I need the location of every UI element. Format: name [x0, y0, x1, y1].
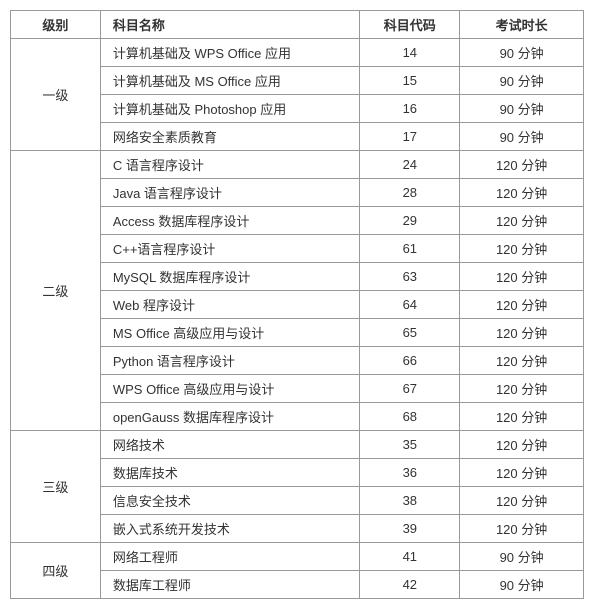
code-cell: 64 [360, 291, 460, 319]
header-duration: 考试时长 [460, 11, 584, 39]
subject-cell: C 语言程序设计 [100, 151, 360, 179]
code-cell: 35 [360, 431, 460, 459]
subject-cell: 计算机基础及 MS Office 应用 [100, 67, 360, 95]
duration-cell: 90 分钟 [460, 543, 584, 571]
subject-cell: 计算机基础及 WPS Office 应用 [100, 39, 360, 67]
code-cell: 67 [360, 375, 460, 403]
level-cell: 二级 [11, 151, 101, 431]
duration-cell: 120 分钟 [460, 263, 584, 291]
subject-cell: 网络技术 [100, 431, 360, 459]
duration-cell: 120 分钟 [460, 235, 584, 263]
header-subject: 科目名称 [100, 11, 360, 39]
table-row: 三级网络技术35120 分钟 [11, 431, 584, 459]
subject-cell: Web 程序设计 [100, 291, 360, 319]
subject-cell: 网络安全素质教育 [100, 123, 360, 151]
subject-cell: C++语言程序设计 [100, 235, 360, 263]
table-row: 二级C 语言程序设计24120 分钟 [11, 151, 584, 179]
header-level: 级别 [11, 11, 101, 39]
duration-cell: 120 分钟 [460, 403, 584, 431]
subject-cell: 数据库工程师 [100, 571, 360, 599]
code-cell: 24 [360, 151, 460, 179]
subject-cell: MySQL 数据库程序设计 [100, 263, 360, 291]
code-cell: 42 [360, 571, 460, 599]
code-cell: 63 [360, 263, 460, 291]
code-cell: 28 [360, 179, 460, 207]
duration-cell: 120 分钟 [460, 459, 584, 487]
subject-cell: 数据库技术 [100, 459, 360, 487]
exam-subjects-table: 级别 科目名称 科目代码 考试时长 一级计算机基础及 WPS Office 应用… [10, 10, 584, 599]
duration-cell: 120 分钟 [460, 151, 584, 179]
header-row: 级别 科目名称 科目代码 考试时长 [11, 11, 584, 39]
table-body: 一级计算机基础及 WPS Office 应用1490 分钟计算机基础及 MS O… [11, 39, 584, 599]
subject-cell: 计算机基础及 Photoshop 应用 [100, 95, 360, 123]
code-cell: 61 [360, 235, 460, 263]
header-code: 科目代码 [360, 11, 460, 39]
subject-cell: 嵌入式系统开发技术 [100, 515, 360, 543]
subject-cell: WPS Office 高级应用与设计 [100, 375, 360, 403]
subject-cell: Python 语言程序设计 [100, 347, 360, 375]
subject-cell: MS Office 高级应用与设计 [100, 319, 360, 347]
duration-cell: 120 分钟 [460, 291, 584, 319]
code-cell: 66 [360, 347, 460, 375]
code-cell: 68 [360, 403, 460, 431]
code-cell: 29 [360, 207, 460, 235]
subject-cell: 信息安全技术 [100, 487, 360, 515]
duration-cell: 120 分钟 [460, 319, 584, 347]
code-cell: 38 [360, 487, 460, 515]
duration-cell: 90 分钟 [460, 123, 584, 151]
subject-cell: Access 数据库程序设计 [100, 207, 360, 235]
table-row: 四级网络工程师4190 分钟 [11, 543, 584, 571]
duration-cell: 90 分钟 [460, 39, 584, 67]
duration-cell: 120 分钟 [460, 207, 584, 235]
code-cell: 41 [360, 543, 460, 571]
duration-cell: 90 分钟 [460, 95, 584, 123]
code-cell: 14 [360, 39, 460, 67]
duration-cell: 90 分钟 [460, 571, 584, 599]
code-cell: 39 [360, 515, 460, 543]
code-cell: 15 [360, 67, 460, 95]
subject-cell: 网络工程师 [100, 543, 360, 571]
code-cell: 17 [360, 123, 460, 151]
duration-cell: 120 分钟 [460, 431, 584, 459]
table-row: 一级计算机基础及 WPS Office 应用1490 分钟 [11, 39, 584, 67]
duration-cell: 120 分钟 [460, 347, 584, 375]
duration-cell: 120 分钟 [460, 375, 584, 403]
subject-cell: openGauss 数据库程序设计 [100, 403, 360, 431]
level-cell: 三级 [11, 431, 101, 543]
code-cell: 16 [360, 95, 460, 123]
duration-cell: 120 分钟 [460, 515, 584, 543]
level-cell: 一级 [11, 39, 101, 151]
level-cell: 四级 [11, 543, 101, 599]
code-cell: 65 [360, 319, 460, 347]
subject-cell: Java 语言程序设计 [100, 179, 360, 207]
duration-cell: 90 分钟 [460, 67, 584, 95]
duration-cell: 120 分钟 [460, 487, 584, 515]
duration-cell: 120 分钟 [460, 179, 584, 207]
code-cell: 36 [360, 459, 460, 487]
